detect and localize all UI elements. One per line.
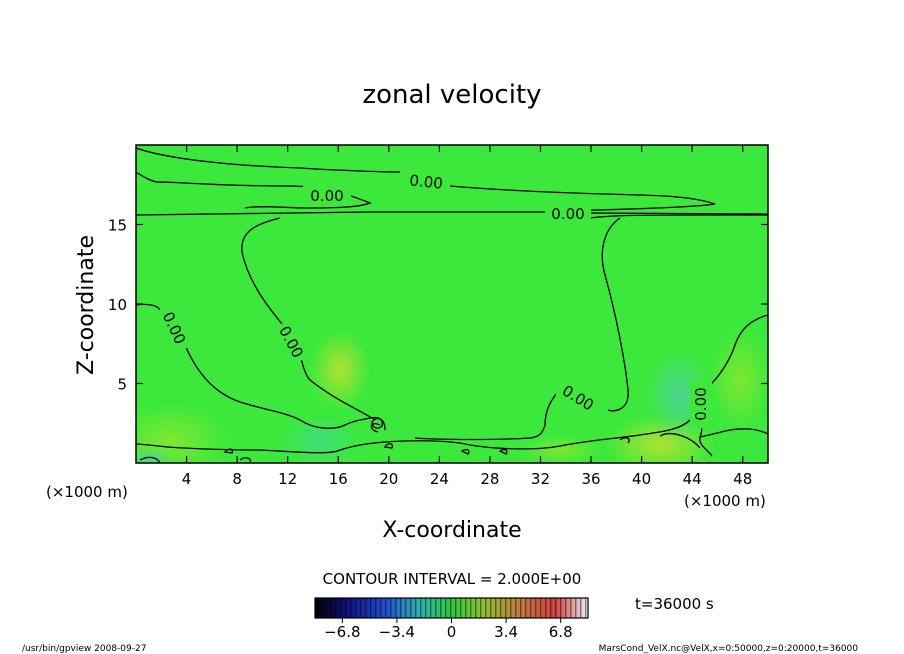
y-tick-label: 10 — [108, 296, 127, 314]
contour-label: 0.00 — [551, 205, 584, 223]
x-tick-label: 24 — [430, 470, 449, 488]
x-tick-label: 12 — [278, 470, 297, 488]
chart-title: zonal velocity — [362, 80, 541, 110]
colorbar-tick-label: 0 — [447, 623, 457, 641]
colorbar-tick-label: −6.8 — [324, 623, 360, 641]
x-tick-label: 20 — [379, 470, 398, 488]
heatmap-field — [136, 145, 768, 463]
x-tick-label: 44 — [683, 470, 702, 488]
x-unit-right: (×1000 m) — [684, 492, 766, 510]
colorbar-tick-label: −3.4 — [379, 623, 415, 641]
contour-label: 0.00 — [692, 387, 710, 420]
x-tick-label: 32 — [531, 470, 550, 488]
x-axis: 4 8 12 16 20 24 28 32 36 40 44 48 — [182, 145, 752, 488]
footer-right: MarsCond_VelX.nc@VelX,x=0:50000,z=0:2000… — [599, 644, 859, 654]
colorbar-tick-label: 6.8 — [549, 623, 573, 641]
y-axis: 5 10 15 — [108, 217, 768, 394]
x-axis-label: X-coordinate — [382, 518, 521, 543]
x-tick-label: 48 — [733, 470, 752, 488]
y-axis-label: Z-coordinate — [74, 235, 99, 375]
y-tick-label: 15 — [108, 217, 127, 235]
x-unit-left: (×1000 m) — [46, 483, 128, 501]
x-tick-label: 8 — [232, 470, 242, 488]
time-label: t=36000 s — [635, 595, 714, 613]
x-tick-label: 4 — [182, 470, 192, 488]
colorbar-tick-label: 3.4 — [494, 623, 518, 641]
colorbar: −6.8 −3.4 0 3.4 6.8 — [314, 597, 589, 641]
contour-label: 0.00 — [310, 187, 343, 205]
x-tick-label: 28 — [480, 470, 499, 488]
footer-left: /usr/bin/gpview 2008-09-27 — [22, 644, 146, 654]
x-tick-label: 40 — [632, 470, 651, 488]
contour-label: 0.00 — [409, 171, 444, 192]
y-tick-label: 5 — [117, 376, 127, 394]
contour-interval: CONTOUR INTERVAL = 2.000E+00 — [323, 570, 582, 588]
x-tick-label: 16 — [329, 470, 348, 488]
x-tick-label: 36 — [581, 470, 600, 488]
